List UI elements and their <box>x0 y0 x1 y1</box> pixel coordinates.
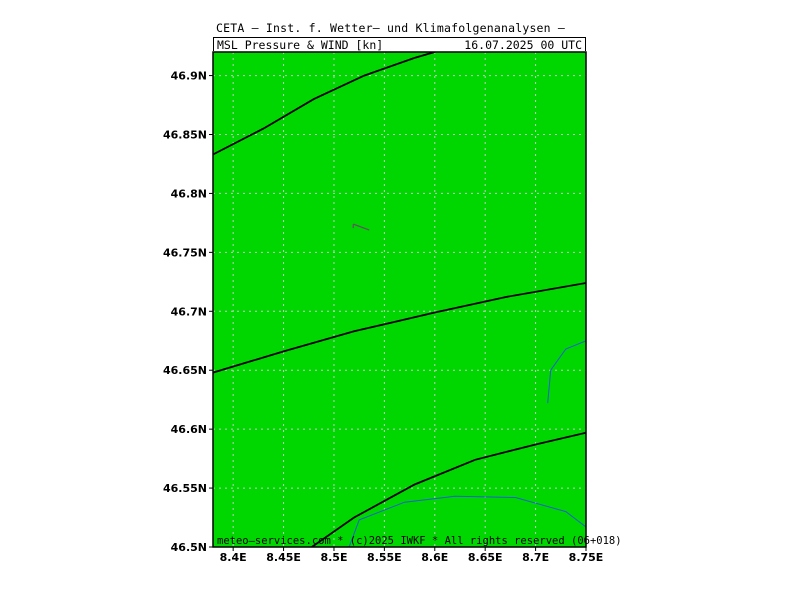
lon-tick-label: 8.4E <box>220 551 247 564</box>
map-title: CETA — Inst. f. Wetter— und Klimafolgena… <box>216 21 566 35</box>
copyright-footer: meteo—services.com * (c)2025 IWKF * All … <box>217 535 622 547</box>
lon-tick-label: 8.55E <box>367 551 402 564</box>
lat-tick-label: 46.65N <box>163 364 207 377</box>
grid-lines <box>213 52 586 547</box>
lon-tick-label: 8.75E <box>569 551 604 564</box>
axis-ticks <box>209 75 587 551</box>
lat-tick-label: 46.8N <box>171 187 207 200</box>
wind-barbs <box>352 223 370 231</box>
subtitle-box: MSL_Pressure_&_WIND_[kn] 16.07.2025 00 U… <box>213 37 586 52</box>
waterway-line <box>348 495 586 547</box>
lat-tick-label: 46.5N <box>171 541 207 554</box>
waterway-line <box>547 340 586 404</box>
lat-tick-label: 46.55N <box>163 482 207 495</box>
lon-tick-label: 8.45E <box>266 551 301 564</box>
lon-tick-label: 8.65E <box>468 551 503 564</box>
isobar-line <box>213 52 436 156</box>
lon-tick-label: 8.7E <box>522 551 549 564</box>
lon-tick-label: 8.6E <box>421 551 448 564</box>
wind-barb-shaft <box>353 223 370 231</box>
lat-tick-label: 46.75N <box>163 246 207 259</box>
lat-tick-label: 46.7N <box>171 305 207 318</box>
lat-tick-label: 46.85N <box>163 129 207 142</box>
lat-tick-label: 46.9N <box>171 70 207 83</box>
lat-tick-label: 46.6N <box>171 423 207 436</box>
waterways <box>348 340 586 547</box>
isobars <box>213 52 586 547</box>
field-subtitle: MSL_Pressure_&_WIND_[kn] <box>217 38 384 52</box>
map-frame <box>212 51 587 548</box>
isobar-line <box>213 282 586 374</box>
isobar-line <box>311 431 586 547</box>
valid-time: 16.07.2025 00 UTC <box>464 38 582 52</box>
lon-axis-labels: 8.4E 8.45E 8.5E 8.55E 8.6E 8.65E 8.7E 8.75E <box>220 551 604 564</box>
lat-axis-labels: 46.5N 46.55N 46.6N 46.65N 46.7N 46.75N 46.8N 46… <box>163 70 207 554</box>
lon-tick-label: 8.5E <box>320 551 347 564</box>
